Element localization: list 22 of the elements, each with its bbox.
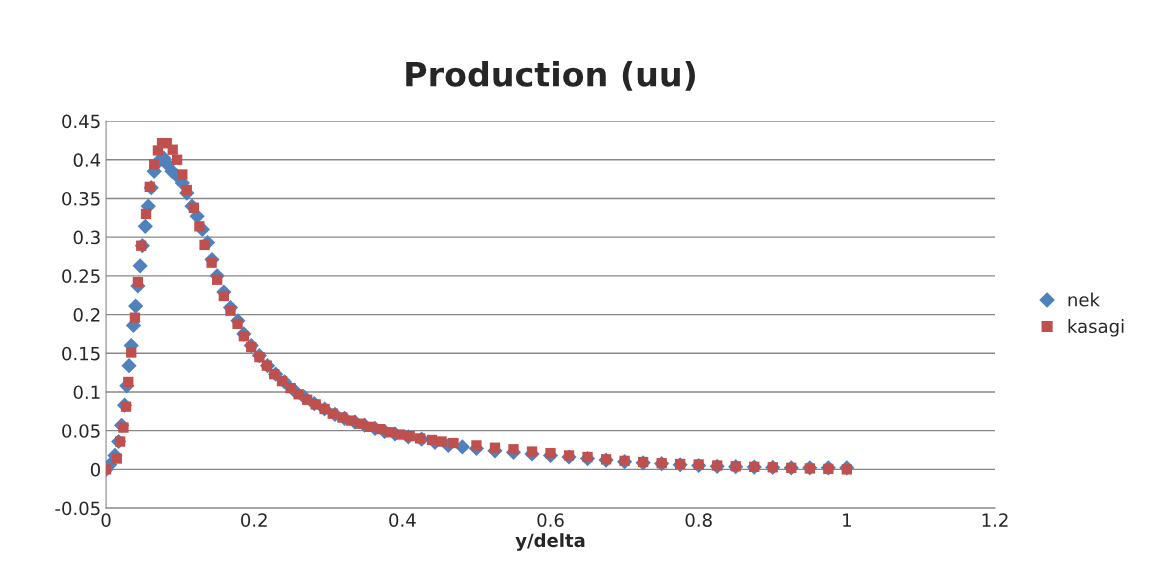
x-tick-label: 0.8 — [685, 513, 712, 527]
y-tick-label: 0.05 — [62, 424, 100, 438]
x-tick-label: 0.4 — [389, 513, 416, 527]
y-tick-label: 0.25 — [62, 269, 100, 283]
legend-label: nek — [1068, 292, 1100, 307]
chart-title: Production (uu) — [406, 61, 695, 91]
y-tick-label: 0 — [90, 462, 100, 477]
y-tick-label: 0.45 — [62, 114, 100, 129]
y-tick-label: 0.15 — [62, 346, 100, 361]
x-tick-label: 0 — [101, 513, 111, 527]
y-tick-label: 0.3 — [73, 230, 100, 245]
y-tick-label: 0.2 — [73, 308, 100, 322]
x-tick-label: 0.2 — [241, 513, 267, 527]
y-tick-label: 0.1 — [73, 385, 100, 400]
x-axis-title: y/delta — [515, 533, 585, 551]
y-tick-label: 0.4 — [73, 153, 101, 167]
x-tick-label: 1 — [843, 513, 851, 527]
y-tick-label: 0.35 — [62, 191, 100, 206]
y-tick-label: -0.05 — [55, 501, 100, 516]
legend-label: kasagi — [1068, 319, 1124, 337]
x-tick-label: 0.6 — [537, 513, 564, 527]
x-tick-label: 1.2 — [982, 513, 1008, 527]
